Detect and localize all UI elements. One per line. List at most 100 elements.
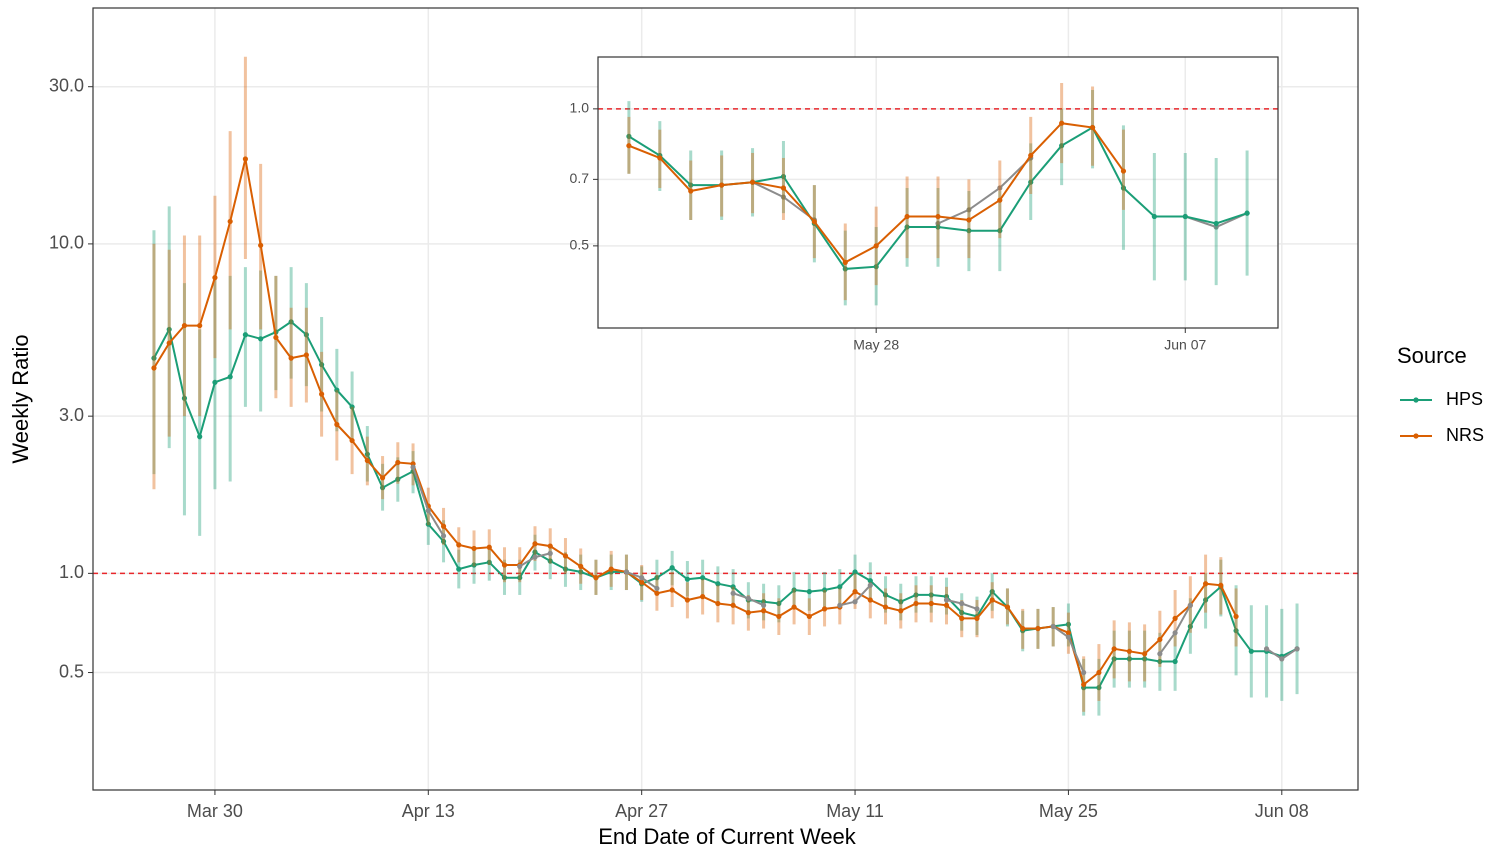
data-point [867, 597, 873, 603]
data-point [425, 508, 431, 514]
data-point [303, 352, 309, 358]
data-point [626, 143, 632, 149]
data-point [471, 562, 477, 568]
data-point [715, 581, 721, 587]
data-point [517, 563, 523, 569]
data-point [440, 523, 447, 529]
data-point [608, 566, 614, 572]
data-point [882, 604, 889, 610]
data-point [1172, 658, 1178, 665]
data-point [928, 600, 934, 607]
data-point [806, 589, 812, 595]
data-point [379, 485, 386, 491]
data-point [1294, 646, 1300, 652]
data-point [364, 457, 370, 464]
data-point [242, 332, 249, 338]
data-point [1187, 623, 1193, 630]
data-point [852, 589, 858, 595]
data-point [1028, 179, 1034, 185]
y-tick-label: 1.0 [570, 100, 590, 116]
data-point [319, 391, 325, 397]
data-point [1020, 625, 1026, 632]
data-point [1202, 597, 1209, 603]
data-point [935, 220, 941, 227]
data-point [719, 182, 725, 188]
data-point [873, 243, 879, 249]
data-point [989, 597, 995, 603]
data-point [811, 219, 817, 225]
y-tick-label: 3.0 [59, 405, 84, 425]
data-point [395, 476, 401, 482]
data-point [1111, 656, 1117, 662]
data-point [688, 182, 694, 188]
data-point [1213, 224, 1219, 230]
data-point [547, 550, 553, 556]
panel-background [598, 57, 1278, 328]
data-point [197, 322, 203, 329]
data-point [1096, 669, 1102, 676]
data-point [1182, 213, 1188, 220]
data-point [776, 613, 782, 620]
data-point [288, 319, 294, 325]
data-point [669, 565, 675, 571]
data-point [303, 332, 309, 338]
data-point [166, 340, 172, 346]
data-point [904, 224, 910, 230]
data-point [1142, 651, 1148, 657]
data-point [197, 434, 203, 440]
data-point [837, 602, 843, 608]
data-point [1218, 582, 1224, 588]
data-point [806, 613, 812, 620]
data-point [791, 587, 797, 593]
data-point [761, 602, 767, 608]
x-tick-label: Jun 08 [1255, 801, 1309, 821]
data-point [654, 590, 660, 596]
x-tick-label: May 28 [853, 337, 899, 353]
data-point [501, 562, 508, 568]
data-point [349, 437, 355, 444]
data-point [181, 395, 188, 401]
legend-key-point [1413, 433, 1419, 439]
data-point [780, 185, 787, 191]
data-point [669, 587, 675, 593]
data-point [997, 197, 1003, 203]
data-point [1157, 636, 1163, 643]
data-point [730, 602, 736, 608]
data-point [959, 610, 965, 616]
x-tick-label: Apr 27 [615, 801, 668, 821]
data-point [904, 213, 910, 220]
data-point [1059, 143, 1065, 149]
data-point [867, 582, 873, 588]
x-tick-label: Jun 07 [1164, 337, 1206, 353]
data-point [578, 569, 584, 575]
data-point [1157, 658, 1163, 665]
y-tick-label: 10.0 [49, 233, 84, 253]
data-point [639, 575, 645, 581]
y-tick-label: 0.5 [59, 661, 84, 681]
data-point [212, 379, 218, 385]
data-point [761, 608, 767, 614]
data-point [1096, 685, 1102, 691]
y-tick-label: 0.7 [570, 170, 590, 186]
data-point [501, 575, 508, 581]
series-line [153, 320, 1298, 689]
data-point [486, 559, 492, 565]
x-tick-label: Mar 30 [187, 801, 243, 821]
data-point [688, 188, 694, 194]
data-point [867, 578, 873, 584]
data-point [935, 224, 941, 230]
data-point [1248, 648, 1254, 654]
data-point [966, 228, 972, 234]
data-point [837, 584, 843, 590]
data-point [1142, 656, 1148, 662]
x-tick-label: Apr 13 [402, 801, 455, 821]
y-tick-label: 0.5 [570, 237, 590, 253]
data-point [1244, 210, 1250, 216]
data-point [654, 585, 660, 592]
data-point [181, 322, 188, 329]
data-point [1111, 646, 1117, 652]
data-point [1126, 648, 1132, 654]
data-point [791, 604, 797, 610]
y-tick-label: 1.0 [59, 562, 84, 582]
data-point [626, 133, 632, 139]
